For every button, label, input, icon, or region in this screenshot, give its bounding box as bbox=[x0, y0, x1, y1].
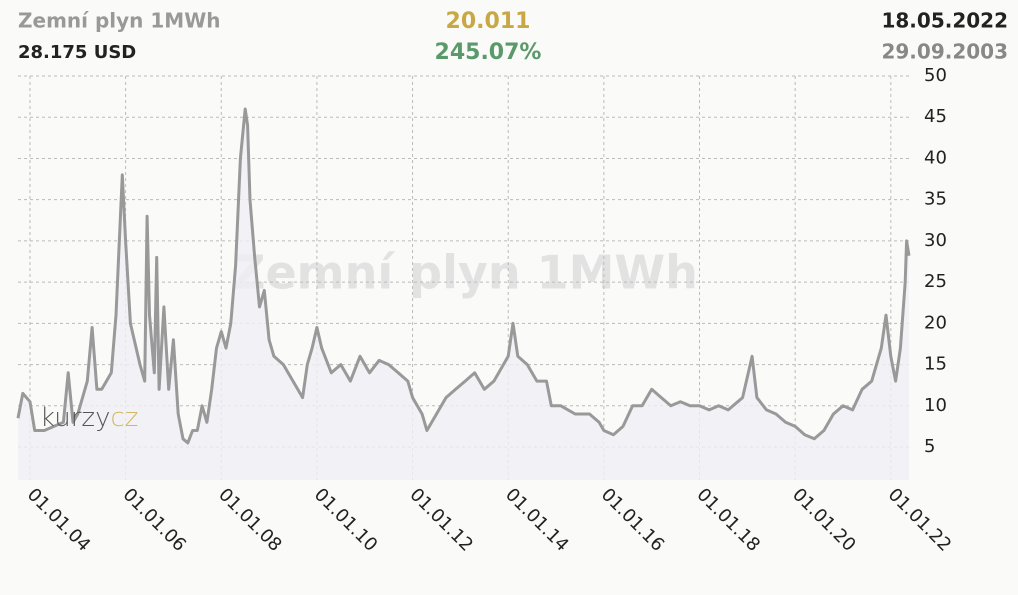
x-tick-label: 01.01.12 bbox=[405, 484, 477, 556]
y-tick-label: 15 bbox=[924, 354, 947, 375]
x-tick-label: 01.01.20 bbox=[788, 484, 860, 556]
plot-area: 5 10 15 20 25 30 35 40 45 50 01.01.04 01.01.06 01.01… bbox=[16, 65, 956, 556]
y-tick-label: 35 bbox=[924, 189, 947, 210]
watermark: Zemní plyn 1MWh bbox=[232, 246, 698, 300]
y-tick-label: 20 bbox=[924, 312, 947, 333]
date-end: 18.05.2022 bbox=[881, 9, 1008, 33]
area bbox=[18, 109, 909, 480]
y-tick-label: 10 bbox=[924, 395, 947, 416]
y-tick-label: 50 bbox=[924, 65, 947, 86]
logo-part: kurzy bbox=[40, 403, 110, 433]
x-tick-label: 01.01.08 bbox=[214, 484, 286, 556]
y-tick-label: 25 bbox=[924, 271, 947, 292]
change: 20.011 bbox=[446, 9, 531, 34]
logo-part: cz bbox=[110, 403, 138, 433]
x-tick-label: 01.01.16 bbox=[597, 484, 669, 556]
y-tick-label: 40 bbox=[924, 147, 947, 168]
x-tick-label: 01.01.18 bbox=[692, 484, 764, 556]
y-tick-label: 45 bbox=[924, 106, 947, 127]
chart-title: Zemní plyn 1MWh bbox=[18, 9, 221, 33]
x-tick-label: 01.01.22 bbox=[884, 484, 956, 556]
logo: kurzycz bbox=[40, 403, 138, 433]
change-percent: 245.07% bbox=[435, 40, 542, 65]
date-start: 29.09.2003 bbox=[881, 40, 1008, 64]
x-tick-label: 01.01.06 bbox=[119, 484, 191, 556]
x-tick-label: 01.01.14 bbox=[501, 484, 573, 556]
x-tick-label: 01.01.04 bbox=[23, 484, 95, 556]
current-price: 28.175 USD bbox=[18, 42, 136, 63]
y-tick-label: 30 bbox=[924, 230, 947, 251]
x-tick-label: 01.01.10 bbox=[310, 484, 382, 556]
y-tick-label: 5 bbox=[924, 436, 935, 457]
line bbox=[16, 107, 911, 445]
